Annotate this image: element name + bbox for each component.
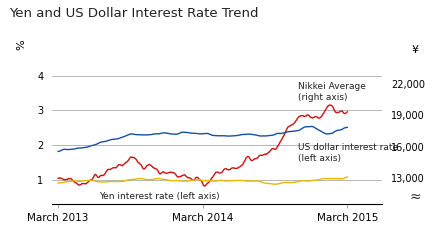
Text: US dollar interest rate
(left axis): US dollar interest rate (left axis) — [298, 143, 398, 163]
Y-axis label: %: % — [16, 39, 26, 50]
Text: Nikkei Average
(right axis): Nikkei Average (right axis) — [298, 82, 366, 102]
Text: ≈: ≈ — [410, 190, 422, 204]
Y-axis label: ¥: ¥ — [411, 45, 418, 55]
Text: Yen and US Dollar Interest Rate Trend: Yen and US Dollar Interest Rate Trend — [9, 7, 258, 20]
Text: Yen interest rate (left axis): Yen interest rate (left axis) — [99, 192, 220, 201]
